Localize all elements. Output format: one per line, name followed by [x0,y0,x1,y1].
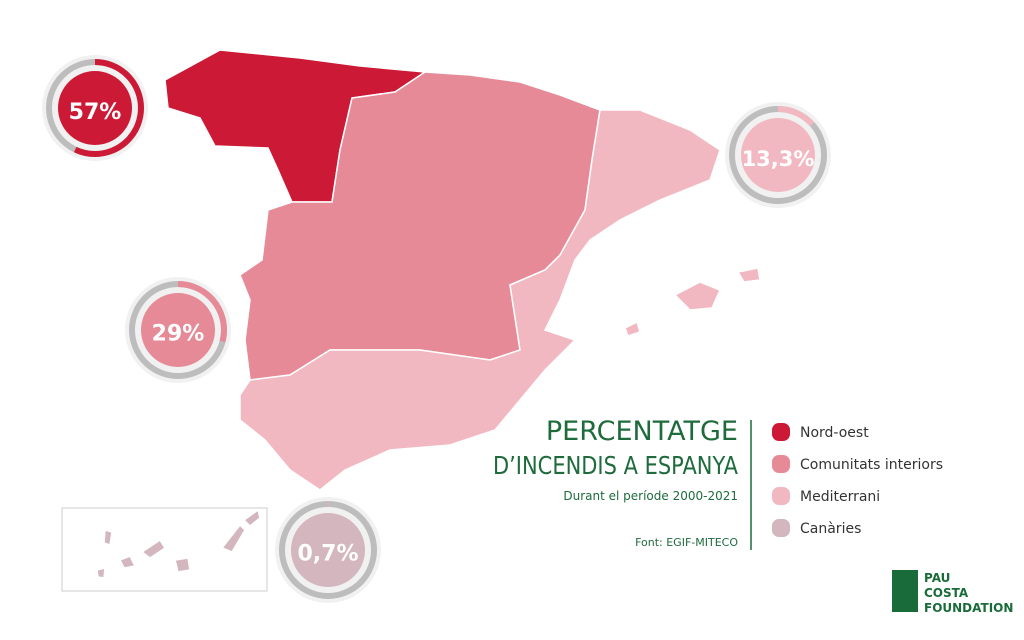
title-line: PERCENTATGE [546,416,738,447]
logo-mark [892,570,918,612]
donut-arc [46,59,144,157]
donut-center [291,513,365,587]
source: Font: EGIF-MITECO [635,536,738,549]
balearic-islands [624,320,641,337]
title-line: D’INCENDIS A ESPANYA [493,451,738,480]
donut-arc [129,281,227,379]
legend-swatch [772,455,790,473]
donut-arc [279,501,377,599]
subtitle: Durant el període 2000-2021 [563,489,738,503]
legend-label: Nord-oest [800,425,869,441]
legend-label: Canàries [800,521,861,537]
donut-center [58,71,132,145]
donut-arc [729,106,827,204]
spain-map [61,49,761,592]
logo-text: FOUNDATION [924,601,1013,615]
balearic-islands [736,267,761,283]
title-block: PERCENTATGE D’INCENDIS A ESPANYA Durant … [493,416,752,550]
logo-text: COSTA [924,586,969,600]
donut-label: 13,3% [742,147,815,171]
donut-center [141,293,215,367]
mediterranean-zone [239,109,721,491]
donut-center [741,118,815,192]
donuts: 57% 29% 13,3% 0,7% [42,55,831,603]
legend: Nord-oest Comunitats interiors Mediterrani… [772,423,943,537]
legend-label: Comunitats interiors [800,457,943,473]
canary-islands [96,508,261,579]
donut-label: 0,7% [297,542,358,567]
logo: PAU COSTA FOUNDATION [892,570,1013,615]
legend-label: Mediterrani [800,489,880,505]
canary-inset [61,507,268,592]
balearic-islands [673,281,722,311]
donut-label: 57% [69,100,122,125]
logo-text: PAU [924,571,950,585]
donut-label: 29% [152,322,205,347]
legend-swatch [772,519,790,537]
legend-swatch [772,487,790,505]
legend-swatch [772,423,790,441]
